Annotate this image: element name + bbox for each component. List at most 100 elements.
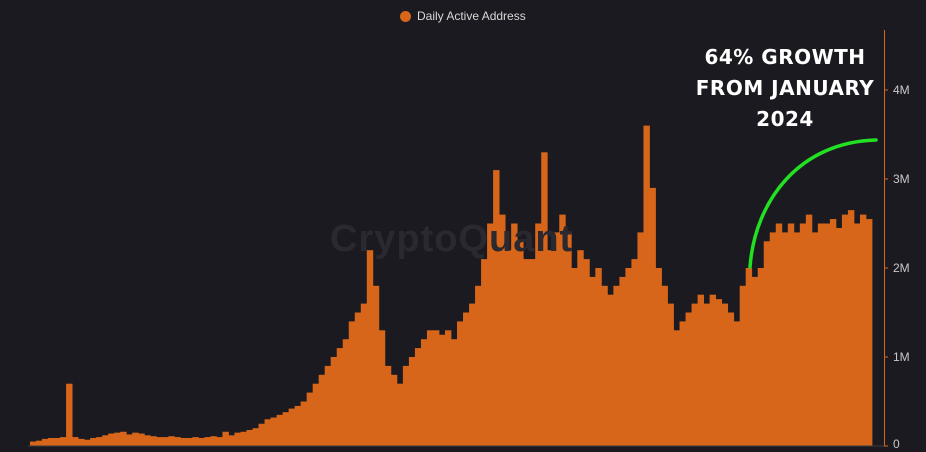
bar: [553, 232, 560, 446]
bar: [276, 414, 283, 446]
bar: [541, 152, 548, 447]
growth-arc: [748, 138, 878, 269]
bar: [150, 436, 157, 446]
y-tick-label: 2M: [893, 261, 910, 275]
bar: [811, 232, 819, 446]
bar: [715, 299, 723, 446]
bar: [198, 437, 205, 446]
y-tick-label: 0: [893, 437, 900, 451]
bar: [156, 437, 163, 446]
bar: [565, 232, 572, 446]
annotation-line-1: 64% GROWTH: [704, 45, 866, 69]
bar: [120, 431, 127, 446]
bar: [583, 259, 590, 446]
y-tick-label: 3M: [893, 172, 910, 186]
bar: [727, 312, 735, 446]
bar: [234, 432, 241, 446]
bar: [144, 435, 151, 446]
bar: [114, 432, 121, 446]
bar: [30, 441, 37, 446]
bar: [444, 330, 452, 446]
bar: [60, 437, 67, 446]
bar: [847, 210, 855, 446]
bar: [414, 348, 422, 446]
bar: [36, 440, 43, 446]
bar: [511, 223, 518, 446]
bar: [793, 232, 801, 446]
bar: [745, 268, 753, 446]
bar: [432, 330, 440, 446]
bar: [829, 219, 837, 446]
y-axis-ticks: 0 1M 2M 3M 4M: [884, 83, 910, 451]
bar: [90, 437, 97, 446]
bar: [619, 276, 626, 446]
bar: [691, 303, 698, 446]
growth-annotation: 64% GROWTH FROM JANUARY 2024: [690, 42, 880, 135]
bar: [577, 250, 584, 446]
bar: [505, 250, 512, 446]
bar: [721, 303, 729, 446]
bar: [366, 250, 374, 446]
bar: [517, 241, 524, 446]
bar: [252, 428, 259, 446]
y-tick-label: 1M: [893, 350, 910, 364]
bar: [679, 321, 686, 446]
bar: [108, 433, 115, 446]
bar: [72, 437, 79, 446]
bar: [469, 303, 476, 446]
bar: [372, 285, 380, 446]
bar: [294, 405, 302, 446]
bar: [210, 436, 217, 446]
bar: [637, 232, 644, 446]
bar: [402, 365, 410, 446]
bar: [162, 437, 169, 446]
bar: [733, 321, 741, 446]
bar: [499, 214, 506, 446]
bar: [595, 268, 602, 446]
bar: [408, 357, 416, 446]
bar: [384, 365, 392, 446]
bar: [102, 435, 109, 446]
bar: [475, 285, 482, 446]
bar: [685, 312, 692, 446]
bar: [751, 276, 759, 446]
bar: [240, 431, 247, 446]
bar: [559, 214, 566, 446]
bar: [661, 285, 668, 446]
annotation-line-2: FROM JANUARY: [695, 76, 875, 100]
bar: [613, 285, 620, 446]
bar: [823, 223, 831, 446]
bar: [841, 214, 849, 446]
bar: [282, 412, 290, 446]
bar: [799, 223, 807, 446]
bar: [300, 401, 308, 446]
bar: [438, 334, 446, 446]
bar: [763, 241, 771, 446]
bar: [378, 330, 386, 446]
bar: [348, 321, 356, 446]
bar: [571, 268, 578, 446]
legend[interactable]: Daily Active Address: [400, 9, 526, 23]
legend-marker: [400, 10, 411, 22]
bar: [84, 439, 91, 446]
bar: [138, 433, 145, 446]
bar: [481, 259, 488, 446]
bar: [324, 365, 332, 446]
bar: [426, 330, 434, 446]
bar: [246, 429, 253, 446]
bar: [535, 223, 542, 446]
bar: [360, 303, 368, 446]
bar: [312, 383, 320, 446]
bar: [649, 187, 656, 446]
bar: [835, 227, 843, 446]
bar: [865, 219, 873, 446]
bar: [463, 312, 470, 446]
bar: [96, 437, 103, 446]
bar: [667, 303, 674, 446]
bar: [493, 170, 500, 446]
bar: [132, 432, 139, 446]
bar: [126, 434, 133, 446]
bar: [168, 436, 175, 446]
bar: [174, 437, 181, 446]
bar: [487, 223, 494, 446]
